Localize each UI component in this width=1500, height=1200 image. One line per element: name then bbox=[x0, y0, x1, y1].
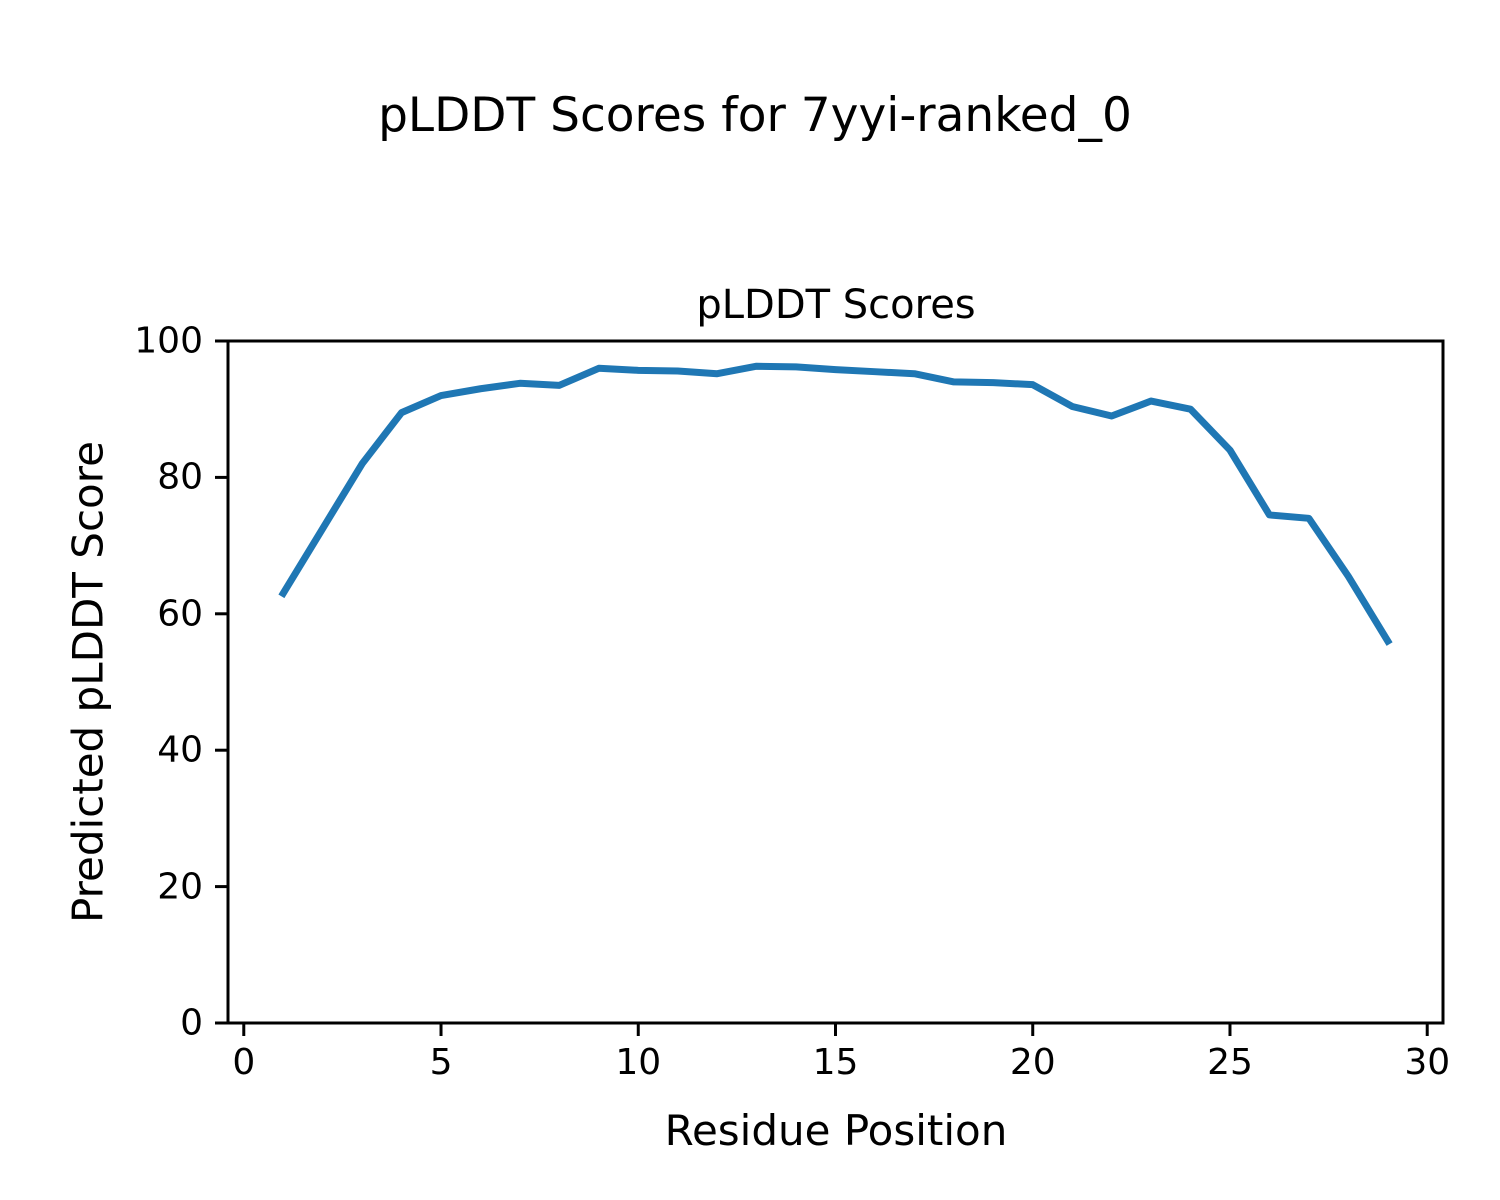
y-tick-label: 20 bbox=[157, 866, 203, 908]
figure-title: pLDDT Scores for 7yyi-ranked_0 bbox=[378, 88, 1132, 143]
y-tick-label: 80 bbox=[157, 456, 203, 498]
tick-marks bbox=[215, 339, 1429, 1036]
axes-frame bbox=[226, 339, 1445, 1025]
y-tick-label: 40 bbox=[157, 729, 203, 771]
x-tick-label: 20 bbox=[1009, 1042, 1056, 1083]
x-tick-label: 5 bbox=[429, 1042, 453, 1083]
x-tick-label: 10 bbox=[615, 1042, 662, 1083]
plddt-line bbox=[278, 362, 1393, 646]
x-tick-label: 0 bbox=[232, 1042, 256, 1083]
x-tick-label: 30 bbox=[1404, 1042, 1451, 1083]
y-tick-label: 0 bbox=[180, 1002, 203, 1044]
x-axis-label: Residue Position bbox=[664, 1106, 1008, 1155]
y-tick-label: 100 bbox=[134, 320, 203, 362]
x-tick-label: 15 bbox=[812, 1042, 859, 1083]
x-tick-label: 25 bbox=[1207, 1042, 1253, 1083]
axes-title: pLDDT Scores bbox=[696, 282, 976, 328]
y-tick-label: 60 bbox=[157, 593, 203, 635]
